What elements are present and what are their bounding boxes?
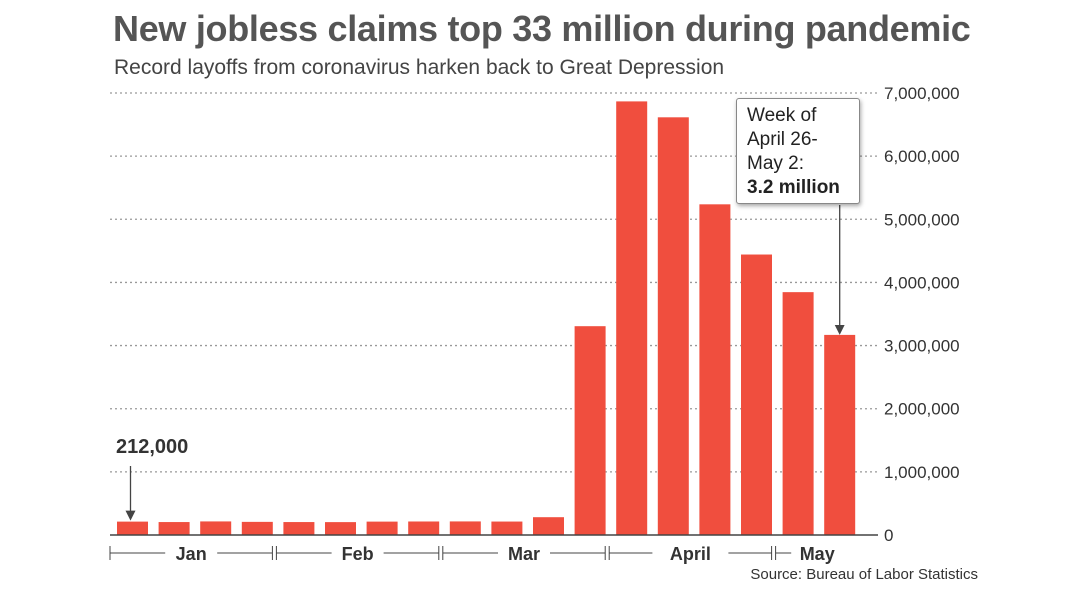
bar-week-14 <box>657 117 689 535</box>
callout-line-2: April 26- <box>747 129 818 150</box>
y-tick-label: 5,000,000 <box>884 210 960 229</box>
first-week-label: 212,000 <box>116 436 188 458</box>
bar-week-15 <box>699 204 731 535</box>
month-label-feb: Feb <box>342 544 374 564</box>
y-tick-label: 7,000,000 <box>884 84 960 103</box>
bar-week-1 <box>117 521 148 535</box>
y-tick-label: 1,000,000 <box>884 463 960 482</box>
bar-week-7 <box>366 521 398 535</box>
bar-week-3 <box>200 521 232 535</box>
month-label-may: May <box>800 544 835 564</box>
month-label-april: April <box>670 544 711 564</box>
bar-week-12 <box>574 326 606 535</box>
bar-week-16 <box>741 254 772 536</box>
bar-week-8 <box>408 521 440 535</box>
bar-week-17 <box>782 292 814 535</box>
month-label-mar: Mar <box>508 544 540 564</box>
callout-line-3: May 2: <box>747 153 805 174</box>
month-label-jan: Jan <box>176 544 207 564</box>
bar-week-5 <box>283 522 315 535</box>
latest-week-callout: Week of April 26- May 2: 3.2 million <box>736 98 860 204</box>
bar-week-11 <box>533 517 564 535</box>
bar-week-18 <box>824 334 856 535</box>
source-note: Source: Bureau of Labor Statistics <box>750 566 978 583</box>
y-tick-label: 0 <box>884 526 893 545</box>
bar-week-9 <box>449 521 481 535</box>
chart-subtitle: Record layoffs from coronavirus harken b… <box>114 56 725 79</box>
bar-week-4 <box>241 521 273 535</box>
bar-week-13 <box>616 101 648 535</box>
bar-week-2 <box>158 522 190 535</box>
bar-week-6 <box>325 522 356 535</box>
y-tick-label: 3,000,000 <box>884 337 960 356</box>
y-tick-label: 2,000,000 <box>884 400 960 419</box>
y-tick-label: 4,000,000 <box>884 273 960 292</box>
callout-line-1: Week of <box>747 105 817 126</box>
chart-title: New jobless claims top 33 million during… <box>113 8 971 49</box>
callout-value: 3.2 million <box>747 177 840 198</box>
bar-week-10 <box>491 521 523 535</box>
y-tick-label: 6,000,000 <box>884 147 960 166</box>
